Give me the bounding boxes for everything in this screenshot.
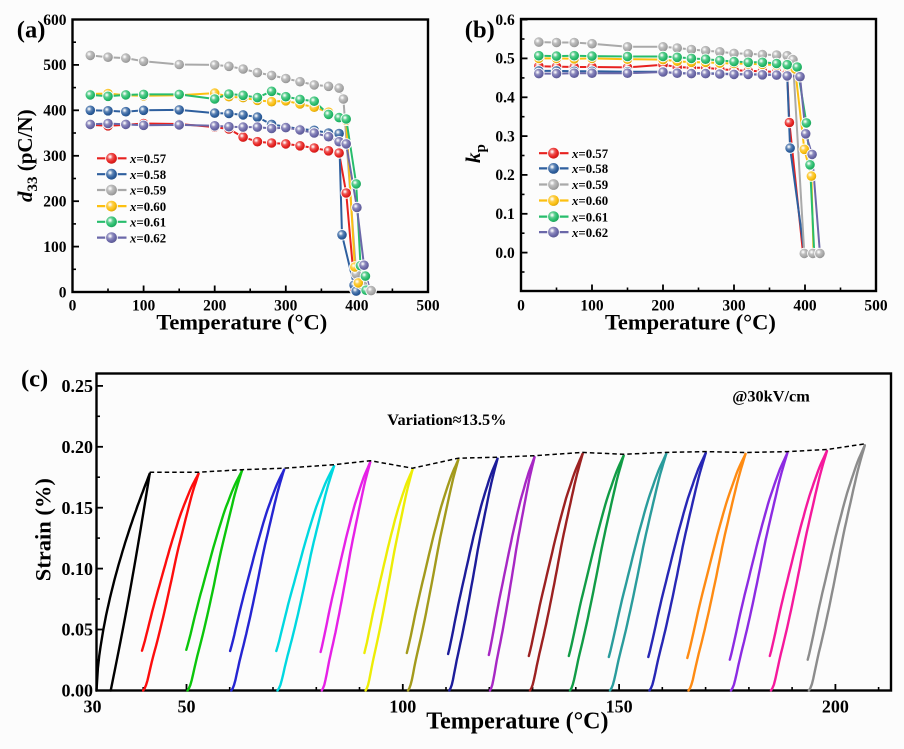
svg-text:200: 200 [822, 697, 849, 717]
svg-text:Strain (%): Strain (%) [31, 478, 56, 581]
svg-text:0.5: 0.5 [495, 51, 515, 68]
svg-text:100: 100 [43, 239, 67, 256]
svg-text:400: 400 [793, 298, 817, 315]
svg-text:x=0.60: x=0.60 [571, 194, 608, 208]
svg-text:x=0.58: x=0.58 [129, 168, 166, 182]
svg-text:(b): (b) [465, 17, 495, 44]
svg-text:x=0.59: x=0.59 [571, 178, 608, 192]
svg-text:100: 100 [389, 697, 416, 717]
svg-text:kp: kp [461, 144, 489, 163]
svg-text:0.2: 0.2 [495, 167, 515, 184]
svg-text:x=0.62: x=0.62 [571, 226, 608, 240]
svg-text:100: 100 [580, 298, 604, 315]
svg-text:0.05: 0.05 [62, 620, 94, 640]
svg-text:Temperature (°C): Temperature (°C) [156, 310, 327, 335]
svg-text:300: 300 [722, 298, 746, 315]
svg-text:@30kV/cm: @30kV/cm [732, 387, 810, 406]
svg-text:x=0.61: x=0.61 [571, 210, 608, 224]
svg-text:50: 50 [178, 697, 196, 717]
svg-text:0: 0 [69, 298, 77, 315]
svg-text:0.0: 0.0 [495, 245, 515, 262]
svg-text:x=0.62: x=0.62 [129, 231, 166, 245]
svg-text:0.10: 0.10 [62, 559, 94, 579]
svg-text:400: 400 [345, 298, 369, 315]
svg-text:Temperature (°C): Temperature (°C) [605, 310, 776, 335]
svg-text:300: 300 [274, 298, 298, 315]
svg-text:0.3: 0.3 [495, 128, 515, 145]
svg-text:100: 100 [132, 298, 156, 315]
svg-text:Temperature (°C): Temperature (°C) [426, 709, 608, 735]
svg-text:0: 0 [59, 284, 67, 301]
svg-text:x=0.59: x=0.59 [129, 184, 166, 198]
svg-text:x=0.57: x=0.57 [571, 147, 609, 161]
svg-text:d33 (pC/N): d33 (pC/N) [13, 109, 41, 202]
svg-text:0.4: 0.4 [495, 90, 515, 107]
svg-text:500: 500 [43, 57, 67, 74]
svg-text:200: 200 [651, 298, 675, 315]
svg-text:(a): (a) [17, 17, 46, 44]
svg-text:400: 400 [43, 103, 67, 120]
svg-text:0.00: 0.00 [62, 681, 94, 701]
svg-text:0.1: 0.1 [495, 206, 514, 223]
svg-text:150: 150 [606, 697, 633, 717]
svg-text:0.20: 0.20 [62, 437, 94, 457]
svg-text:x=0.61: x=0.61 [129, 216, 166, 230]
svg-text:500: 500 [864, 298, 888, 315]
svg-text:300: 300 [43, 148, 67, 165]
svg-text:200: 200 [43, 194, 67, 211]
svg-text:500: 500 [416, 298, 440, 315]
svg-text:x=0.57: x=0.57 [129, 152, 167, 166]
svg-text:200: 200 [203, 298, 227, 315]
svg-text:0.25: 0.25 [62, 376, 94, 396]
svg-text:0.6: 0.6 [495, 12, 515, 29]
svg-text:600: 600 [43, 12, 67, 29]
svg-text:0.15: 0.15 [62, 498, 94, 518]
svg-text:Variation≈13.5%: Variation≈13.5% [387, 410, 506, 429]
svg-text:x=0.60: x=0.60 [129, 200, 166, 214]
svg-text:30: 30 [84, 697, 102, 717]
svg-text:(c): (c) [21, 366, 48, 393]
svg-text:x=0.58: x=0.58 [571, 162, 608, 176]
svg-text:0: 0 [517, 298, 525, 315]
